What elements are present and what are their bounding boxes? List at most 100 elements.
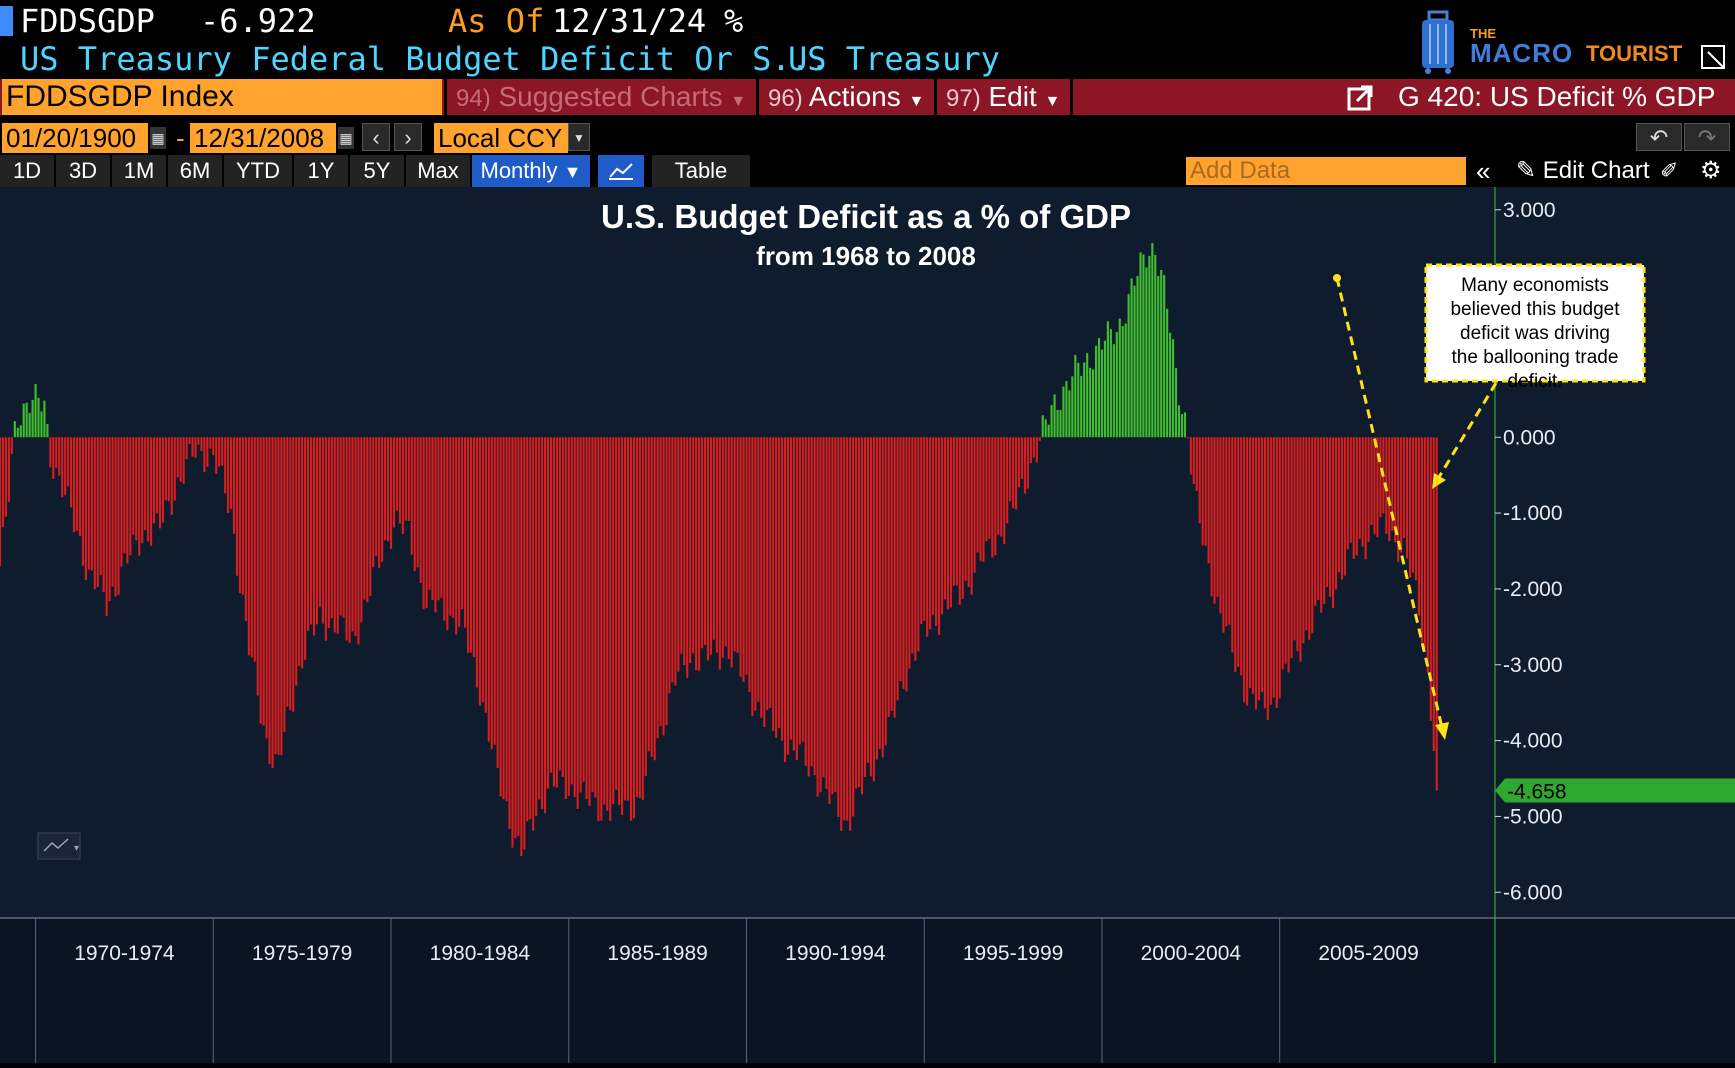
mini-chart-toggle[interactable]: ▾ [37,832,81,860]
bar [896,437,899,701]
edit-series-icon[interactable]: ✐ [1660,158,1679,183]
bar [111,437,114,587]
bar [1361,437,1364,547]
start-date-field[interactable]: 01/20/1900 [2,123,148,153]
bar [937,437,941,635]
bar [893,437,896,718]
caret-down-icon: ▼ [908,93,925,110]
bar [852,437,855,817]
x-tick-label: 1980-1984 [430,942,531,965]
range-bar: 1D 3D 1M 6M YTD 1Y 5Y Max Monthly ▼ Tabl… [0,155,1735,187]
bar [1240,437,1243,676]
bar [185,437,188,460]
bar [1186,437,1189,439]
bar [609,437,612,821]
range-max-button[interactable]: Max [406,155,472,187]
bar [1263,437,1266,709]
bar [1266,437,1269,720]
bar [686,437,689,678]
bar [1020,437,1024,480]
bar [1198,437,1201,524]
bar [792,437,795,751]
range-5y-button[interactable]: 5Y [350,155,406,187]
bar [1065,381,1068,438]
bar [218,437,221,467]
currency-select[interactable]: Local CCY [434,123,568,153]
collapse-icon[interactable]: « [1476,156,1491,186]
bar [541,437,544,809]
bar [505,437,508,802]
bar [158,437,162,529]
bar [1029,437,1032,463]
bar [1326,437,1329,587]
redo-button[interactable]: ↷ [1684,123,1730,151]
bar [481,437,484,703]
range-1d-button[interactable]: 1D [0,155,56,187]
bar [828,437,831,804]
y-tick-label: -6.000 [1503,881,1563,904]
bar [283,437,286,732]
range-ytd-button[interactable]: YTD [224,155,294,187]
security-field[interactable]: FDDSGDP Index [2,79,442,115]
range-1m-button[interactable]: 1M [112,155,168,187]
bar [1086,353,1089,438]
bar [923,437,926,621]
bar [819,437,822,793]
frequency-dropdown[interactable]: Monthly ▼ [472,155,592,187]
bar [1423,437,1426,649]
suggested-charts-menu[interactable]: 94) Suggested Charts ▼ [456,79,746,115]
bar [1234,437,1237,672]
edit-menu[interactable]: 97) Edit ▼ [946,79,1060,115]
bar [991,437,994,558]
range-6m-button[interactable]: 6M [168,155,224,187]
add-data-input[interactable]: Add Data [1186,157,1466,185]
bar [911,437,914,654]
x-tick-label: 1975-1979 [252,942,352,965]
bar [416,437,419,568]
bar [1053,394,1056,438]
bar [1435,437,1438,791]
bar [1302,437,1305,644]
bar [1047,424,1050,438]
bar [757,437,760,702]
calendar-icon[interactable]: ▦ [150,127,166,149]
bar [730,437,733,668]
prev-period-button[interactable]: ‹ [362,123,390,151]
bar [1343,437,1346,576]
settings-gear-icon[interactable]: ⚙ [1700,157,1722,184]
y-tick-label: -3.000 [1503,654,1563,677]
bar [1376,437,1379,538]
bar [683,437,686,666]
next-period-button[interactable]: › [394,123,422,151]
bar [1124,323,1127,438]
table-button[interactable]: Table [652,155,752,187]
bar [935,437,938,626]
bar [603,437,606,805]
bar [67,437,70,487]
actions-menu[interactable]: 96) Actions ▼ [768,79,924,115]
chart-name: G 420: US Deficit % GDP [1398,81,1716,112]
bar [46,424,49,438]
launch-icon[interactable] [1346,84,1374,112]
bar [766,437,769,711]
bar [1100,349,1104,438]
security-description: US Treasury Federal Budget Deficit Or S.… [20,40,830,78]
popout-icon[interactable] [1700,44,1728,72]
range-3d-button[interactable]: 3D [56,155,112,187]
bar [1373,437,1376,535]
menu-label: Actions [808,81,901,112]
bar [961,437,964,599]
calendar-icon[interactable]: ▦ [338,127,354,149]
line-chart-icon[interactable] [598,155,646,187]
edit-chart-button[interactable]: ✎ Edit Chart [1516,155,1650,187]
bar [78,437,82,536]
y-tick-label: -2.000 [1503,578,1563,601]
bar [822,437,825,778]
bar [1426,437,1429,673]
range-1y-button[interactable]: 1Y [294,155,350,187]
frequency-label: Monthly [480,158,558,183]
bar [988,437,991,539]
undo-button[interactable]: ↶ [1636,123,1682,151]
end-date-field[interactable]: 12/31/2008 [190,123,336,153]
currency-dropdown-icon[interactable]: ▼ [568,123,590,151]
